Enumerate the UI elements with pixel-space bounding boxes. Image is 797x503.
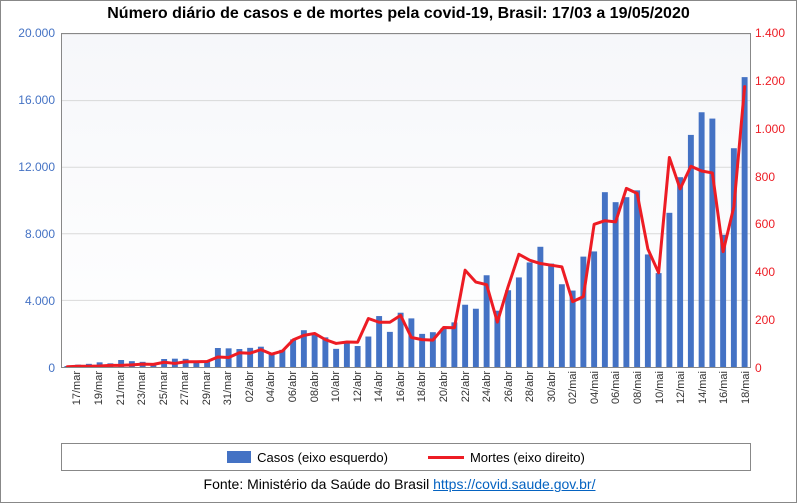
chart-container: Número diário de casos e de mortes pela … [0, 0, 797, 503]
x-tick: 18/mai [740, 371, 752, 404]
y-right-tick: 800 [755, 170, 795, 184]
x-tick: 28/abr [524, 371, 536, 402]
x-tick: 27/mar [179, 371, 191, 405]
source-line: Fonte: Ministério da Saúde do Brasil htt… [1, 476, 797, 492]
x-tick: 24/abr [481, 371, 493, 402]
legend-item-deaths: Mortes (eixo direito) [428, 450, 585, 465]
y-right-tick: 1.400 [755, 26, 795, 40]
x-tick: 29/mar [201, 371, 213, 405]
y-right-tick: 1.000 [755, 122, 795, 136]
y-left-tick: 8.000 [11, 227, 55, 241]
legend-line-icon [428, 456, 464, 459]
source-link[interactable]: https://covid.saude.gov.br/ [433, 476, 595, 492]
legend-cases-label: Casos (eixo esquerdo) [257, 450, 388, 465]
x-tick: 30/abr [546, 371, 558, 402]
y-right-tick: 1.200 [755, 74, 795, 88]
plot-area [61, 33, 751, 368]
x-axis: 17/mar 19/mar 21/mar 23/mar 25/mar 27/mar 29/m… [61, 369, 751, 439]
line-layer [62, 34, 750, 367]
x-tick: 31/mar [222, 371, 234, 405]
x-tick: 12/abr [352, 371, 364, 402]
x-tick: 20/abr [438, 371, 450, 402]
x-tick: 02/mai [567, 371, 579, 404]
x-tick: 08/mai [632, 371, 644, 404]
y-right-tick: 400 [755, 265, 795, 279]
y-left-tick: 4.000 [11, 294, 55, 308]
x-tick: 04/mai [589, 371, 601, 404]
y-right-tick: 0 [755, 361, 795, 375]
x-tick: 22/abr [460, 371, 472, 402]
y-left-tick: 12.000 [11, 160, 55, 174]
legend-bar-icon [227, 451, 251, 463]
y-axis-left: 04.0008.00012.00016.00020.000 [11, 33, 59, 368]
x-tick: 21/mar [115, 371, 127, 405]
x-tick: 10/abr [330, 371, 342, 402]
x-tick: 12/mai [675, 371, 687, 404]
x-tick: 06/abr [287, 371, 299, 402]
legend-item-cases: Casos (eixo esquerdo) [227, 450, 388, 465]
x-tick: 10/mai [654, 371, 666, 404]
y-left-tick: 20.000 [11, 26, 55, 40]
y-right-tick: 600 [755, 217, 795, 231]
x-tick: 17/mar [71, 371, 83, 405]
y-left-tick: 0 [11, 361, 55, 375]
deaths-line [67, 87, 744, 367]
x-tick: 26/abr [503, 371, 515, 402]
x-tick: 02/abr [244, 371, 256, 402]
x-tick: 25/mar [158, 371, 170, 405]
x-tick: 14/mai [697, 371, 709, 404]
x-tick: 14/abr [373, 371, 385, 402]
x-tick: 08/abr [309, 371, 321, 402]
y-left-tick: 16.000 [11, 93, 55, 107]
x-tick: 06/mai [610, 371, 622, 404]
source-prefix: Fonte: Ministério da Saúde do Brasil [204, 476, 434, 492]
chart-title: Número diário de casos e de mortes pela … [1, 1, 796, 25]
y-axis-right: 02004006008001.0001.2001.400 [753, 33, 795, 368]
x-tick: 23/mar [136, 371, 148, 405]
legend: Casos (eixo esquerdo) Mortes (eixo direi… [61, 443, 751, 471]
x-tick: 04/abr [265, 371, 277, 402]
x-tick: 16/abr [395, 371, 407, 402]
x-tick: 18/abr [416, 371, 428, 402]
x-tick: 19/mar [93, 371, 105, 405]
legend-deaths-label: Mortes (eixo direito) [470, 450, 585, 465]
y-right-tick: 200 [755, 313, 795, 327]
x-tick: 16/mai [718, 371, 730, 404]
